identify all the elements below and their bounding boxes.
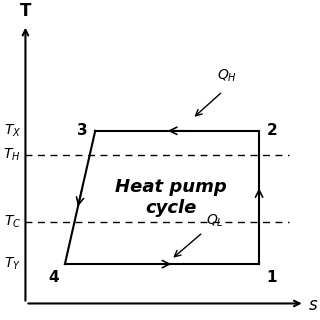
Text: T: T — [20, 2, 31, 20]
Text: $Q_L$: $Q_L$ — [206, 213, 224, 229]
Text: s: s — [309, 296, 318, 314]
Text: $T_Y$: $T_Y$ — [4, 256, 21, 272]
Text: $T_C$: $T_C$ — [4, 213, 21, 230]
Text: 1: 1 — [267, 270, 277, 285]
Text: 2: 2 — [267, 123, 277, 138]
Text: $T_X$: $T_X$ — [4, 123, 21, 139]
Text: 3: 3 — [77, 123, 88, 138]
Text: $Q_H$: $Q_H$ — [217, 68, 237, 84]
Text: Heat pump
cycle: Heat pump cycle — [115, 178, 227, 217]
Text: 4: 4 — [48, 270, 59, 285]
Text: $T_H$: $T_H$ — [3, 147, 21, 163]
